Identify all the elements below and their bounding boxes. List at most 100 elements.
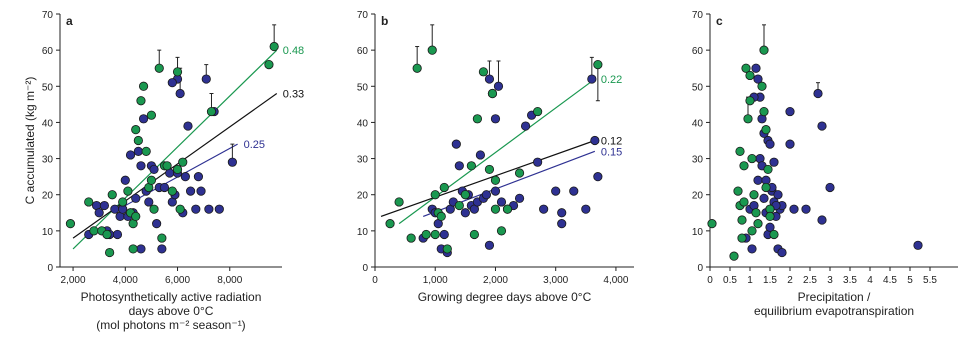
x-tick-label: 5.5 [923, 275, 937, 286]
data-point [754, 219, 762, 227]
y-tick-label: 10 [692, 227, 704, 238]
data-point [197, 187, 205, 195]
data-point [748, 245, 756, 253]
data-point [176, 89, 184, 97]
data-point [497, 227, 505, 235]
data-point [142, 147, 150, 155]
fit-line-label: 0.25 [244, 139, 265, 151]
y-tick-label: 40 [42, 118, 54, 129]
y-tick-label: 70 [42, 10, 54, 21]
data-point [485, 165, 493, 173]
x-tick-label: 0 [707, 275, 713, 286]
fit-line-label: 0.15 [601, 146, 622, 158]
y-tick-label: 70 [357, 10, 369, 21]
fit-line-label: 0.33 [283, 89, 304, 101]
x-tick-label: 4,000 [603, 275, 628, 286]
y-tick-label: 60 [357, 46, 369, 57]
data-point [752, 64, 760, 72]
data-point [744, 115, 752, 123]
data-point [155, 64, 163, 72]
data-point [515, 194, 523, 202]
data-point [137, 162, 145, 170]
data-point [132, 212, 140, 220]
x-tick-label: 2.5 [803, 275, 817, 286]
data-point [440, 183, 448, 191]
data-point [750, 191, 758, 199]
data-point [491, 176, 499, 184]
y-tick-label: 50 [692, 82, 704, 93]
y-tick-label: 20 [357, 191, 369, 202]
data-point [814, 89, 822, 97]
data-point [582, 205, 590, 213]
y-tick-label: 50 [42, 82, 54, 93]
data-point [533, 158, 541, 166]
data-point [105, 248, 113, 256]
data-point [708, 219, 716, 227]
x-tick-label: 4,000 [113, 275, 138, 286]
x-tick-label: 3.5 [843, 275, 857, 286]
data-point [740, 198, 748, 206]
data-point [111, 205, 119, 213]
data-point [150, 205, 158, 213]
data-point [594, 60, 602, 68]
data-point [85, 198, 93, 206]
data-point [570, 187, 578, 195]
data-point [437, 212, 445, 220]
x-axis-label: equilibrium evapotranspiration [754, 304, 914, 318]
y-tick-label: 0 [697, 263, 703, 274]
x-tick-label: 3 [827, 275, 833, 286]
data-point [118, 198, 126, 206]
data-point [228, 158, 236, 166]
data-point [494, 82, 502, 90]
y-tick-label: 40 [357, 118, 369, 129]
data-point [473, 115, 481, 123]
data-point [163, 162, 171, 170]
y-tick-label: 60 [42, 46, 54, 57]
data-point [770, 230, 778, 238]
panel-label: c [716, 14, 723, 28]
x-axis-label: (mol photons m⁻² season⁻¹) [96, 318, 245, 332]
data-point [431, 230, 439, 238]
x-tick-label: 1 [747, 275, 753, 286]
panel-label: a [66, 14, 73, 28]
data-point [90, 227, 98, 235]
data-point [215, 205, 223, 213]
x-axis-label: Precipitation / [798, 290, 871, 304]
data-point [754, 176, 762, 184]
data-point [774, 191, 782, 199]
data-point [95, 209, 103, 217]
data-point [431, 191, 439, 199]
data-point [748, 227, 756, 235]
data-point [818, 122, 826, 130]
x-tick-label: 1.5 [763, 275, 777, 286]
data-point [760, 107, 768, 115]
data-point [137, 97, 145, 105]
data-point [121, 176, 129, 184]
fit-line-label: 0.48 [283, 45, 304, 57]
data-point [485, 75, 493, 83]
data-point [443, 245, 451, 253]
y-tick-label: 10 [357, 227, 369, 238]
data-point [205, 205, 213, 213]
data-point [103, 230, 111, 238]
x-tick-label: 0 [372, 275, 378, 286]
fit-line [381, 141, 595, 217]
data-point [132, 194, 140, 202]
x-tick-label: 2,000 [61, 275, 86, 286]
data-point [160, 183, 168, 191]
data-point [139, 82, 147, 90]
x-tick-label: 4.5 [883, 275, 897, 286]
data-point [766, 212, 774, 220]
data-point [126, 151, 134, 159]
data-point [168, 187, 176, 195]
data-point [485, 241, 493, 249]
data-point [588, 75, 596, 83]
x-tick-label: 6,000 [165, 275, 190, 286]
data-point [139, 115, 147, 123]
data-point [134, 147, 142, 155]
y-tick-label: 30 [692, 155, 704, 166]
data-point [491, 115, 499, 123]
data-point [818, 216, 826, 224]
